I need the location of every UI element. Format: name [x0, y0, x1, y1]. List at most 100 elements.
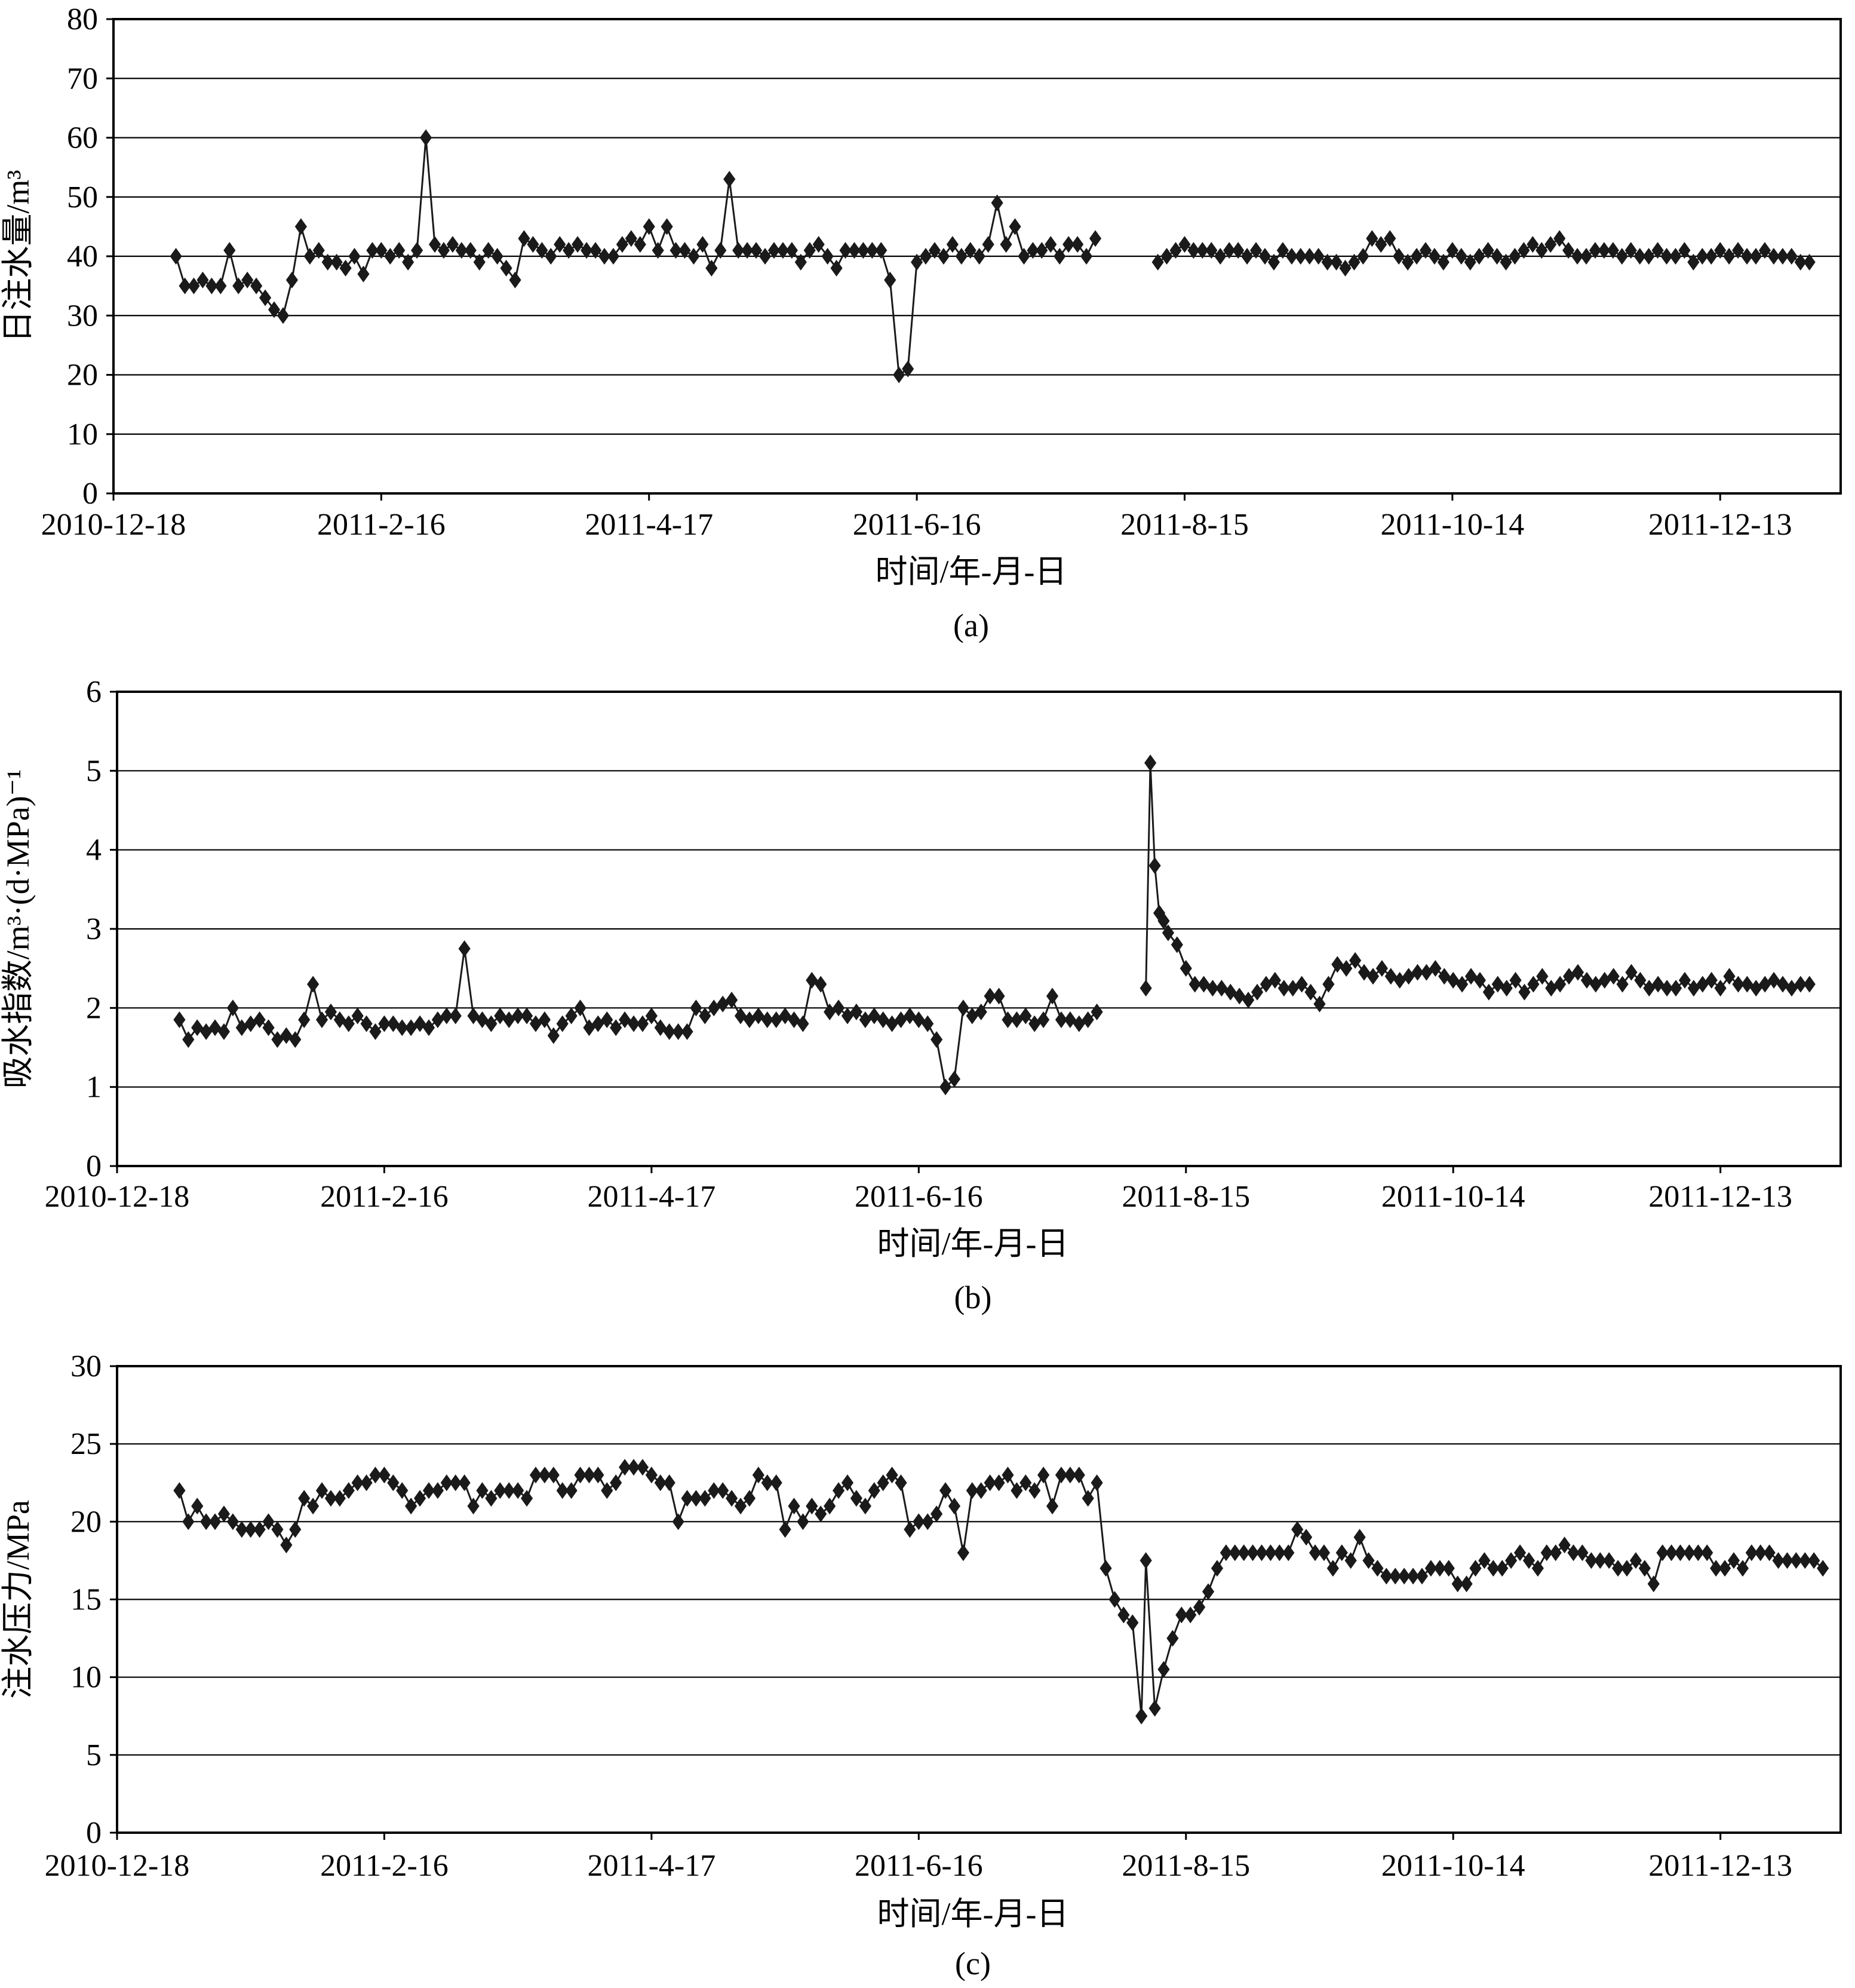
data-point	[1196, 242, 1209, 259]
data-point	[321, 253, 334, 271]
x-tick-label: 2011-10-14	[1381, 508, 1525, 542]
data-point	[1518, 983, 1531, 1001]
data-point	[1438, 968, 1451, 985]
data-point	[973, 248, 985, 265]
data-point	[752, 1007, 764, 1024]
data-point	[1669, 980, 1682, 997]
data-point	[859, 1011, 871, 1029]
x-axis-title: 时间/年-月-日	[877, 1896, 1069, 1932]
data-point	[1091, 1474, 1103, 1492]
data-point	[1237, 1544, 1250, 1561]
data-point	[1393, 972, 1406, 989]
data-point	[1071, 236, 1084, 253]
data-point	[235, 1019, 248, 1036]
data-point	[563, 242, 575, 259]
data-point	[806, 972, 818, 989]
data-point	[1073, 1015, 1085, 1032]
y-tick-label: 70	[67, 62, 98, 96]
data-point	[741, 242, 754, 259]
data-point	[1633, 248, 1646, 265]
x-axis-title: 时间/年-月-日	[877, 1226, 1069, 1262]
data-point	[289, 1031, 302, 1048]
data-point	[723, 170, 736, 188]
data-point	[788, 1498, 800, 1515]
data-point	[547, 1467, 560, 1484]
data-point	[794, 253, 807, 271]
data-point	[875, 242, 887, 259]
y-tick-label: 0	[86, 1149, 102, 1183]
data-point	[1264, 1544, 1277, 1561]
data-point	[1714, 980, 1727, 997]
data-point	[1358, 964, 1371, 981]
panel-a: 0 10 20 30 40 50 60 70 80 2010-12-18 2011-2-16 2011…	[0, 2, 1842, 643]
data-point	[384, 248, 397, 265]
y-tick-label: 3	[86, 912, 102, 946]
data-point	[1758, 242, 1771, 259]
data-point	[902, 360, 914, 378]
data-point	[1091, 1003, 1103, 1020]
data-point	[1741, 975, 1753, 993]
data-point	[1411, 964, 1424, 981]
data-point	[244, 1521, 257, 1538]
data-point	[324, 1003, 337, 1020]
data-point	[1612, 1560, 1624, 1577]
data-point	[188, 277, 200, 294]
data-point	[509, 271, 521, 289]
data-point	[812, 236, 825, 253]
data-point	[200, 1513, 213, 1530]
data-point	[1267, 253, 1280, 271]
data-point	[565, 1482, 578, 1499]
data-point	[1464, 968, 1478, 985]
data-point	[1754, 1544, 1767, 1561]
y-tick-label: 5	[86, 1738, 102, 1772]
data-point	[975, 1482, 987, 1499]
data-point	[583, 1467, 595, 1484]
data-point	[1335, 1544, 1348, 1561]
data-point	[214, 277, 227, 294]
data-point	[1620, 1560, 1633, 1577]
data-point	[1291, 1521, 1304, 1538]
data-point	[565, 1007, 578, 1024]
data-point	[294, 218, 307, 235]
data-point	[1527, 975, 1540, 993]
data-point	[1202, 1583, 1215, 1600]
data-point	[200, 1023, 213, 1041]
data-point	[955, 248, 968, 265]
data-point	[378, 1015, 391, 1032]
data-point	[1108, 1591, 1121, 1608]
data-point	[984, 987, 996, 1005]
data-point	[758, 248, 772, 265]
data-point	[627, 1459, 640, 1476]
data-point	[315, 1482, 328, 1499]
data-point	[422, 1019, 435, 1036]
data-point	[732, 242, 745, 259]
data-point	[1232, 242, 1245, 259]
data-point	[375, 242, 388, 259]
data-point	[1294, 248, 1307, 265]
data-point	[387, 1015, 400, 1032]
data-point	[1513, 1544, 1527, 1561]
data-point	[312, 242, 325, 259]
data-point	[815, 1505, 827, 1523]
data-point	[503, 1482, 515, 1499]
data-point	[1157, 1661, 1170, 1678]
data-point	[1535, 242, 1548, 259]
data-point	[271, 1031, 284, 1048]
data-point	[1589, 975, 1602, 993]
data-point	[984, 1474, 996, 1492]
data-point	[342, 1015, 355, 1032]
data-point	[402, 253, 414, 271]
data-point	[868, 1482, 880, 1499]
data-point	[1598, 972, 1611, 989]
data-point	[928, 242, 941, 259]
data-point	[714, 242, 727, 259]
data-point	[1344, 1552, 1357, 1569]
data-point	[770, 1011, 782, 1029]
data-point	[1563, 968, 1575, 985]
data-point	[1696, 975, 1709, 993]
data-point	[1169, 242, 1182, 259]
data-point	[1781, 1552, 1793, 1569]
data-point	[1607, 242, 1619, 259]
data-point	[440, 1007, 453, 1024]
data-point	[841, 1474, 854, 1492]
